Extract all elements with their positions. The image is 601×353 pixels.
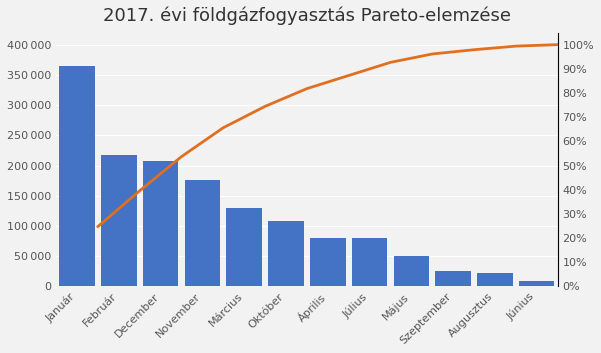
Title: 2017. évi földgázfogyasztás Pareto-elemzése: 2017. évi földgázfogyasztás Pareto-elemz…: [103, 7, 511, 25]
Bar: [519, 281, 555, 286]
Bar: [143, 161, 178, 286]
Bar: [101, 155, 136, 286]
Bar: [477, 273, 513, 286]
Bar: [310, 238, 346, 286]
Bar: [59, 66, 95, 286]
Bar: [227, 208, 262, 286]
Bar: [185, 180, 220, 286]
Bar: [435, 271, 471, 286]
Bar: [394, 256, 429, 286]
Bar: [352, 238, 387, 286]
Bar: [268, 221, 304, 286]
